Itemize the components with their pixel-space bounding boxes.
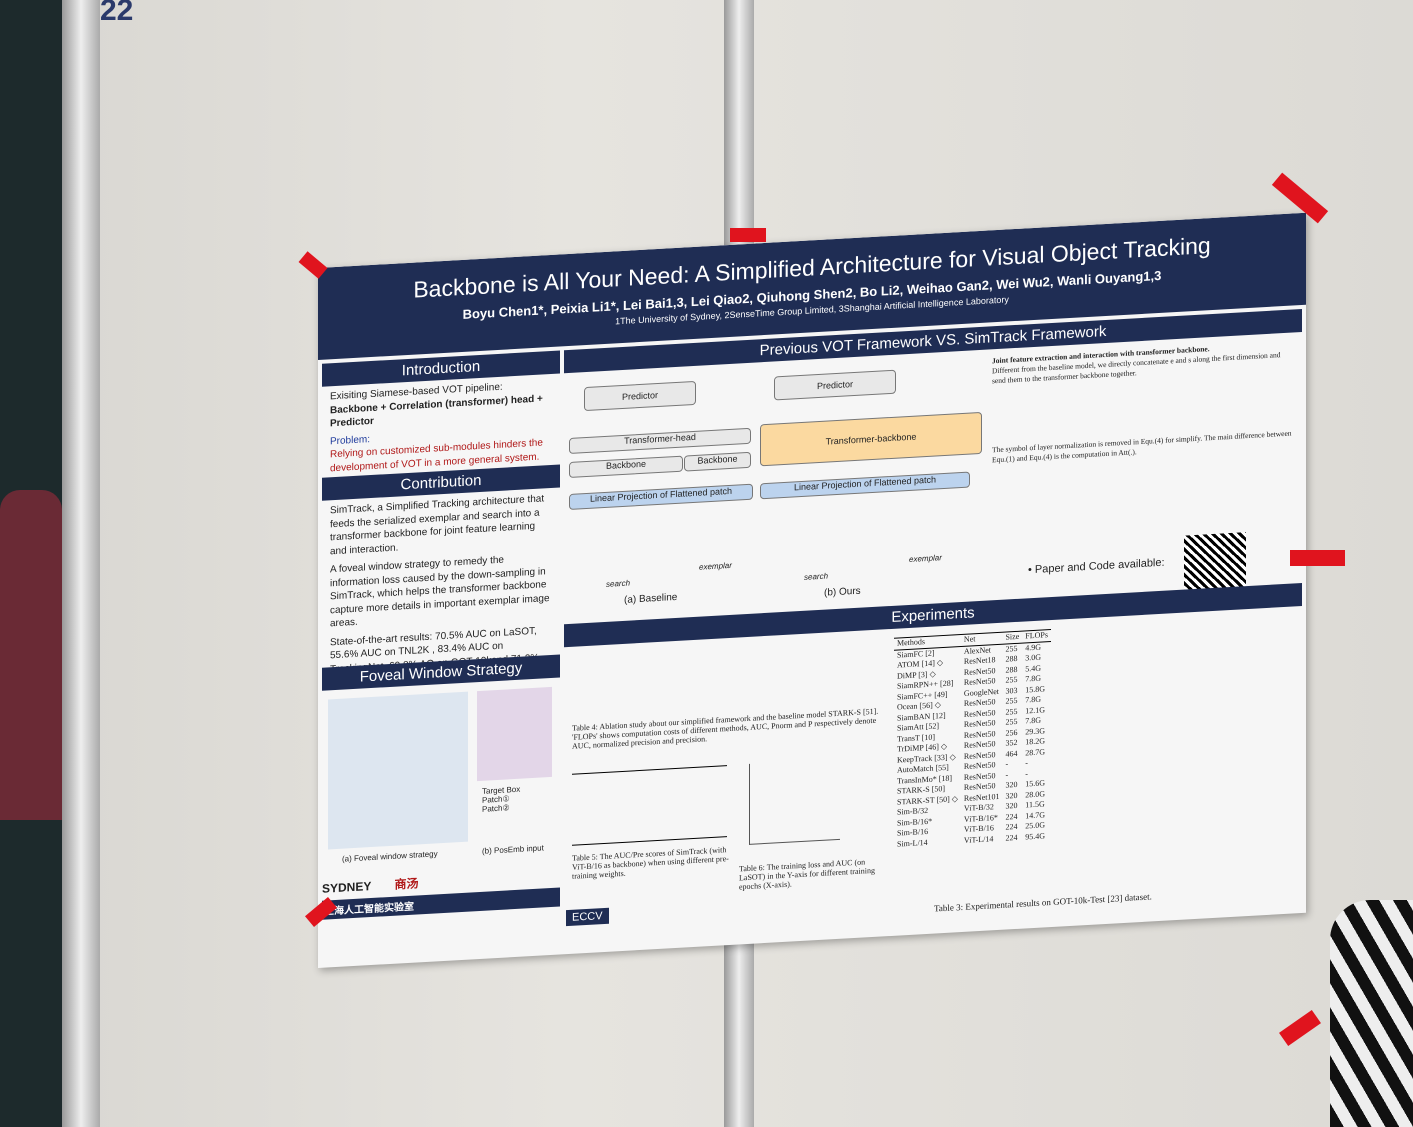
block: Backbone bbox=[684, 451, 751, 472]
results-table: Methods Net Size FLOPs SiamFC [2] AlexNet 255 4… bbox=[894, 629, 1051, 850]
posemb-figure bbox=[477, 686, 552, 782]
qr-label: • Paper and Code available: bbox=[1028, 556, 1165, 577]
chart-figure bbox=[749, 758, 840, 845]
person bbox=[0, 490, 62, 820]
caption: Table 5: The AUC/Pre scores of SimTrack … bbox=[572, 845, 729, 881]
experiments: Experiments Table 4: Ablation study abou… bbox=[564, 582, 1302, 954]
logo: ECCV bbox=[566, 907, 609, 927]
label: search bbox=[606, 578, 631, 589]
caption: Table 4: Ablation study about our simpli… bbox=[572, 706, 879, 751]
label: exemplar bbox=[909, 553, 942, 564]
logo: 商汤 bbox=[394, 876, 419, 892]
tape bbox=[1279, 1009, 1321, 1047]
block: Linear Projection of Flattened patch bbox=[760, 471, 970, 500]
contribution-item: SimTrack, a Simplified Tracking architec… bbox=[330, 493, 545, 557]
label: exemplar bbox=[699, 560, 732, 572]
block: Backbone bbox=[569, 455, 683, 478]
table-cell: ViT-L/14 bbox=[963, 833, 994, 845]
poster: Backbone is All Your Need: A Simplified … bbox=[318, 212, 1306, 969]
paragraph: The symbol of layer normalization is rem… bbox=[992, 428, 1292, 465]
header-cell: FLOPs bbox=[1022, 629, 1051, 643]
caption: Table 3: Experimental results on GOT-10k… bbox=[934, 891, 1152, 914]
caption: (b) PosEmb input bbox=[482, 843, 544, 856]
block: Predictor bbox=[774, 369, 896, 401]
block: Transformer-head bbox=[569, 427, 751, 454]
caption: (b) Ours bbox=[824, 585, 861, 599]
introduction: Introduction Exisiting Siamese-based VOT… bbox=[322, 350, 560, 479]
block: Transformer-backbone bbox=[760, 411, 982, 467]
block: Linear Projection of Flattened patch bbox=[569, 483, 753, 510]
legend-item: Patch② bbox=[482, 803, 510, 814]
person bbox=[1330, 900, 1413, 1127]
booth-number: 22 bbox=[100, 0, 134, 27]
block: Predictor bbox=[584, 380, 696, 412]
table-cell: 95.4G bbox=[1025, 830, 1046, 841]
caption: (a) Foveal window strategy bbox=[342, 849, 438, 864]
contribution-item: A foveal window strategy to remedy the i… bbox=[330, 554, 550, 630]
label: search bbox=[804, 571, 829, 582]
legend: Target Box Patch① Patch② bbox=[482, 785, 520, 814]
foveal: Foveal Window Strategy Target Box Patch① P… bbox=[322, 654, 560, 877]
intro-body: Exisiting Siamese-based VOT pipeline: Ba… bbox=[322, 373, 560, 479]
qr-code bbox=[1184, 532, 1246, 594]
logo: SYDNEY bbox=[322, 879, 372, 896]
pole bbox=[62, 0, 100, 1127]
tape bbox=[730, 228, 766, 242]
table-5 bbox=[572, 765, 727, 846]
caption: (a) Baseline bbox=[624, 591, 678, 606]
caption: Table 6: The training loss and AUC (on L… bbox=[739, 857, 875, 892]
tape bbox=[1290, 550, 1345, 566]
framework: Previous VOT Framework VS. SimTrack Fram… bbox=[564, 308, 1302, 620]
table-container: Methods Net Size FLOPs SiamFC [2] AlexNet 255 4… bbox=[894, 629, 1051, 850]
table-cell: 224 bbox=[1005, 832, 1018, 843]
method-text: Joint feature extraction and interaction… bbox=[992, 340, 1292, 466]
foveal-figure bbox=[328, 691, 468, 850]
